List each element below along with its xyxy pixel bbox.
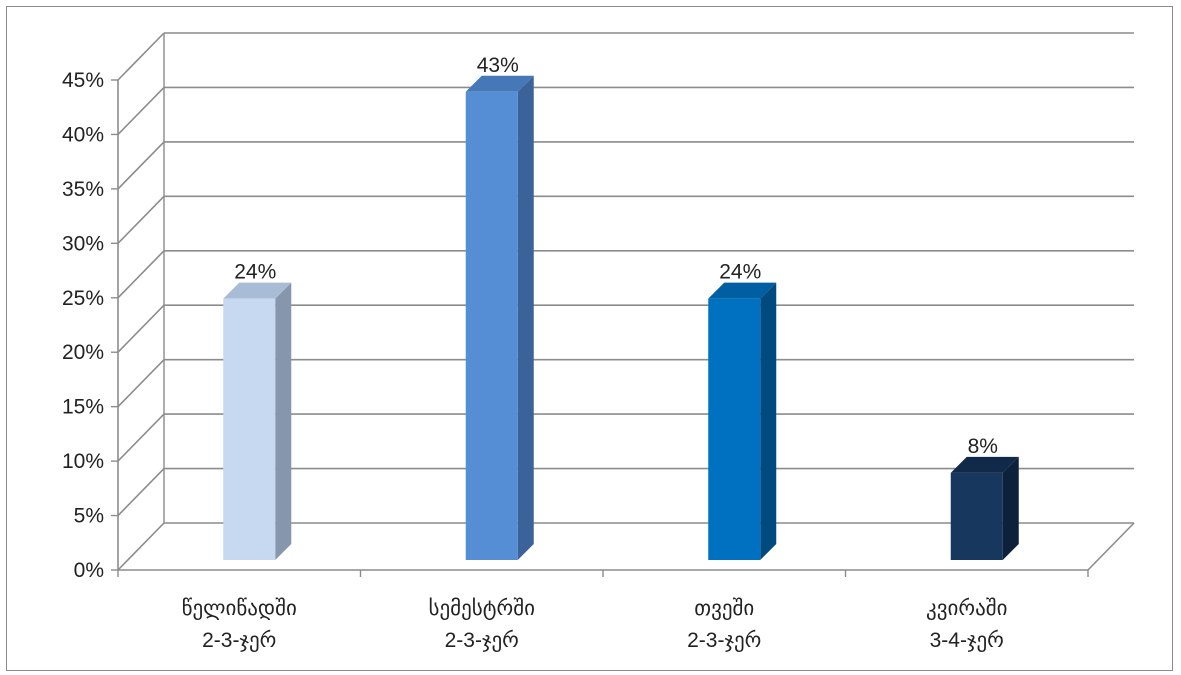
y-tick-label: 20%: [62, 341, 104, 364]
bar-top: [465, 75, 534, 92]
gridline-diagonal: [117, 195, 165, 244]
y-tick-label: 15%: [62, 396, 104, 419]
gridline-diagonal: [117, 86, 165, 136]
x-tick-label: 2-3-ჯერ: [445, 628, 519, 652]
gridline-diagonal: [117, 250, 165, 299]
bar: [708, 298, 761, 560]
data-label: 8%: [968, 435, 998, 458]
gridline-diagonal: [117, 32, 165, 81]
floor-edge: [1087, 522, 1135, 571]
bar: [223, 298, 276, 560]
x-tick-label: 3-4-ჯერ: [930, 628, 1004, 652]
gridline-diagonal: [117, 467, 165, 517]
y-tick-label: 10%: [62, 450, 104, 473]
x-tick-label: წელიწადში: [182, 597, 297, 620]
y-tick-label: 40%: [62, 123, 104, 146]
gridline-diagonal: [117, 304, 165, 353]
gridline-diagonal: [117, 359, 165, 408]
y-tick-label: 0%: [74, 559, 104, 582]
x-tick-label: 2-3-ჯერ: [202, 628, 276, 652]
bar-top: [223, 282, 292, 299]
y-tick-label: 5%: [74, 505, 104, 528]
data-label: 24%: [719, 261, 761, 284]
data-label: 43%: [477, 54, 519, 77]
bar-top: [950, 456, 1019, 473]
x-tick-label: თვეში: [694, 597, 754, 620]
bar-side: [1002, 456, 1019, 560]
bar: [465, 91, 518, 561]
gridline-diagonal: [117, 522, 165, 571]
y-tick-label: 25%: [62, 287, 104, 310]
bar: [950, 472, 1003, 560]
data-label: 24%: [234, 261, 276, 284]
gridline-diagonal: [117, 141, 165, 190]
gridline-diagonal: [117, 413, 165, 462]
x-tick-label: 2-3-ჯერ: [687, 628, 761, 652]
y-tick-label: 35%: [62, 178, 104, 201]
bar-top: [708, 282, 777, 299]
x-tick-label: კვირაში: [926, 596, 1007, 620]
y-tick-label: 45%: [62, 69, 104, 92]
bar-side: [517, 75, 534, 561]
x-tick-label: სემესტრში: [429, 596, 535, 620]
bar-side: [760, 282, 777, 560]
chart-frame: [6, 6, 1173, 671]
bar-side: [275, 282, 292, 560]
y-tick-label: 30%: [62, 232, 104, 255]
